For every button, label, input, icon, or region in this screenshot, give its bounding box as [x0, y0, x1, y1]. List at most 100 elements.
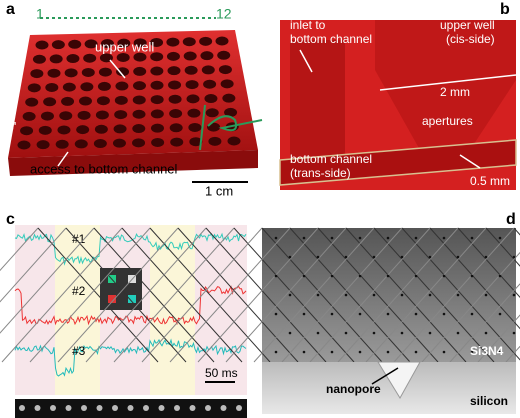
- well: [93, 139, 107, 149]
- well: [218, 65, 232, 75]
- grid-line: [37, 227, 159, 363]
- panel-a: a 1 12 1' 8' upper well access to bottom…: [6, 1, 263, 198]
- pore: [442, 236, 446, 240]
- well: [64, 68, 78, 78]
- annotation: inlet to: [290, 18, 326, 32]
- trace: [14, 285, 247, 326]
- pore: [512, 255, 516, 259]
- grid-line: [113, 227, 235, 363]
- well: [47, 68, 61, 78]
- grid-line: [337, 227, 459, 363]
- thumb: [19, 405, 25, 411]
- well: [224, 107, 238, 117]
- inlet: [290, 40, 345, 160]
- pore: [484, 331, 488, 335]
- well: [78, 96, 92, 106]
- pore: [358, 312, 362, 316]
- well: [168, 80, 182, 90]
- dimension: [379, 74, 517, 91]
- inset-spot: [108, 295, 116, 303]
- wells: [17, 36, 241, 150]
- thumb: [189, 405, 196, 411]
- grid-line: [0, 227, 95, 334]
- pore: [470, 312, 474, 316]
- grid-line: [309, 227, 431, 363]
- annotation: (cis-side): [446, 32, 495, 46]
- well: [114, 110, 128, 120]
- pore: [386, 350, 390, 354]
- thumb: [174, 405, 180, 411]
- well: [20, 126, 34, 136]
- panel-label: d: [506, 211, 516, 228]
- well: [62, 82, 76, 92]
- grid-line: [57, 227, 179, 363]
- grid-line: [401, 227, 520, 361]
- dimension: [459, 154, 481, 169]
- well: [80, 82, 94, 92]
- well: [17, 140, 31, 150]
- annotation: (trans-side): [290, 166, 351, 180]
- well: [99, 53, 113, 63]
- grid-line: [365, 227, 487, 363]
- pore: [288, 331, 292, 335]
- grid-line: [393, 227, 515, 363]
- well: [227, 136, 241, 146]
- well: [166, 51, 180, 61]
- grid-line: [421, 251, 520, 363]
- pore: [386, 236, 390, 240]
- thumb: [127, 405, 134, 411]
- pore: [302, 350, 306, 354]
- pore: [456, 255, 460, 259]
- grid-line: [205, 227, 327, 363]
- pore: [414, 350, 418, 354]
- trace-label: #1: [72, 232, 86, 246]
- panel-d: d Si3N4 nanopore silicon: [0, 211, 520, 414]
- pore: [302, 236, 306, 240]
- well: [208, 136, 222, 146]
- grid-line: [65, 227, 187, 363]
- well: [188, 122, 202, 132]
- grid-line: [0, 227, 67, 303]
- grid-line: [29, 227, 151, 363]
- well: [116, 52, 130, 62]
- well: [95, 110, 109, 120]
- pore: [484, 255, 488, 259]
- pore: [470, 236, 474, 240]
- well: [77, 110, 91, 120]
- dimension-label: 2 mm: [440, 85, 470, 99]
- grid-line: [141, 227, 263, 363]
- pointer: [371, 367, 399, 385]
- well: [40, 111, 54, 121]
- grid-line: [0, 227, 39, 272]
- well: [35, 40, 49, 50]
- annotation: apertures: [422, 114, 473, 128]
- grid-line: [197, 227, 319, 363]
- pore: [428, 293, 432, 297]
- pore: [274, 312, 278, 316]
- well: [200, 51, 214, 61]
- well: [150, 123, 164, 133]
- grid-line: [149, 227, 271, 363]
- well: [112, 138, 126, 148]
- well: [169, 109, 183, 119]
- well: [83, 53, 97, 63]
- traces: [14, 232, 247, 377]
- pore: [358, 350, 362, 354]
- grid-line: [233, 227, 355, 363]
- well: [51, 40, 65, 50]
- pore: [456, 293, 460, 297]
- grid-line: [1, 227, 123, 363]
- well: [57, 125, 71, 135]
- well: [375, 20, 516, 150]
- grid-line: [225, 227, 347, 363]
- well: [30, 69, 44, 79]
- pore: [330, 312, 334, 316]
- pore: [498, 274, 502, 278]
- pore: [302, 312, 306, 316]
- channel: [279, 139, 517, 186]
- annotation: bottom channel: [290, 32, 372, 46]
- pore: [470, 274, 474, 278]
- annotation: nanopore: [326, 382, 381, 396]
- pore: [456, 331, 460, 335]
